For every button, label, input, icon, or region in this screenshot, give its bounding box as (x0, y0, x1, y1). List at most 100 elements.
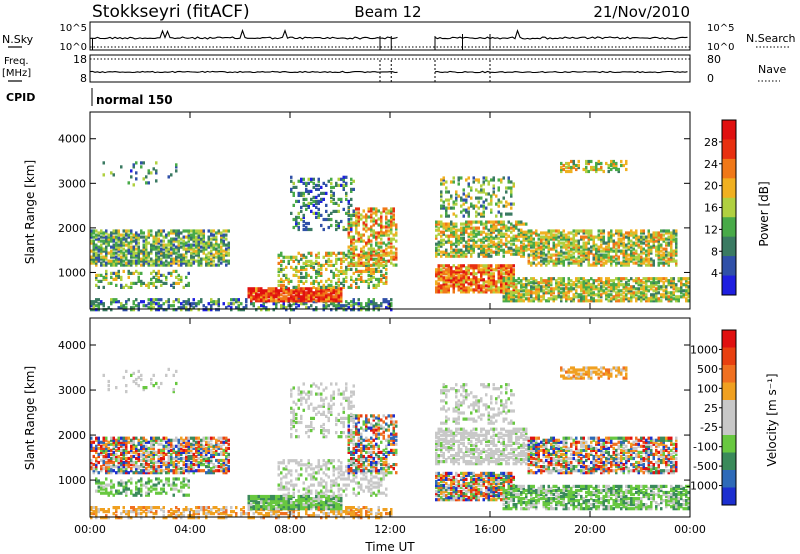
power-cell (597, 237, 600, 241)
power-cell (345, 269, 348, 273)
power-cell (445, 264, 448, 268)
power-cell (330, 283, 333, 287)
power-cell (650, 247, 653, 251)
power-cell (322, 285, 325, 289)
velocity-cell (152, 467, 155, 471)
power-cell (515, 299, 518, 303)
velocity-cell (120, 452, 123, 456)
noise-tick-right-bottom: 10^0 (707, 42, 734, 53)
power-cell (165, 255, 168, 259)
power-cell (97, 304, 100, 308)
power-cell (630, 277, 633, 281)
power-cell (352, 255, 355, 259)
power-cell (317, 187, 320, 191)
power-cell (467, 176, 470, 180)
velocity-cell (90, 460, 93, 465)
power-cell (275, 289, 278, 293)
power-cell (95, 247, 98, 251)
power-cell (175, 308, 178, 312)
power-cell (370, 247, 373, 251)
power-cell (175, 237, 178, 241)
power-cell (520, 285, 523, 289)
power-cell (640, 239, 643, 243)
power-cell (475, 286, 478, 290)
velocity-cell (147, 469, 150, 473)
power-cell (335, 223, 338, 228)
power-cell (155, 169, 158, 173)
power-cell (370, 243, 373, 247)
power-cell (92, 231, 95, 235)
power-cell (90, 308, 93, 312)
power-cell (245, 300, 248, 304)
power-cell (162, 253, 165, 257)
power-cell (130, 271, 133, 275)
power-cell (680, 285, 683, 289)
power-cell (640, 237, 643, 241)
power-cell (610, 239, 613, 243)
power-cell (647, 279, 650, 283)
power-cell (215, 243, 218, 247)
power-cell (667, 229, 670, 233)
power-cell (182, 306, 185, 310)
power-cell (392, 237, 395, 241)
power-cell (197, 245, 200, 249)
power-cell (442, 206, 445, 210)
power-cell (277, 295, 280, 299)
power-cell (590, 159, 593, 164)
power-cell (437, 272, 440, 276)
power-cell (487, 268, 490, 272)
power-cell (345, 308, 348, 312)
power-cell (480, 276, 483, 280)
power-cell (260, 289, 263, 293)
power-cell (495, 252, 498, 256)
power-cell (335, 281, 338, 285)
power-cell (157, 251, 160, 255)
power-cell (625, 283, 628, 287)
power-cell (672, 253, 675, 257)
power-cell (462, 226, 465, 230)
power-cell (395, 255, 398, 259)
power-cell (680, 279, 683, 283)
power-cell (485, 232, 488, 236)
power-cell (570, 159, 573, 164)
power-cell (617, 239, 620, 243)
power-cell (525, 277, 528, 281)
power-cell (657, 243, 660, 247)
power-cell (497, 246, 500, 250)
power-cell (630, 257, 633, 261)
power-cell (590, 291, 593, 295)
power-cell (507, 279, 510, 283)
power-cell (615, 161, 618, 166)
power-cell (212, 243, 215, 247)
noise-series-line (434, 29, 688, 40)
power-cell (480, 248, 483, 252)
velocity-cell (95, 465, 98, 469)
power-cell (230, 302, 233, 306)
power-cell (545, 235, 548, 239)
power-cell (100, 245, 103, 249)
power-cell (365, 219, 368, 223)
power-cell (202, 249, 205, 253)
power-cell (142, 243, 145, 247)
power-cell (370, 257, 373, 261)
power-cell (575, 229, 578, 233)
power-cell (572, 281, 575, 285)
power-cell (180, 261, 183, 265)
power-cell (135, 253, 138, 257)
power-cell (395, 227, 398, 231)
power-cell (562, 255, 565, 259)
power-cell (337, 295, 340, 299)
power-cell (317, 283, 320, 287)
power-cell (685, 281, 688, 285)
velocity-cell (92, 469, 95, 473)
power-cell (477, 290, 480, 294)
power-cell (175, 165, 178, 169)
power-cell (517, 246, 520, 250)
power-cell (467, 238, 470, 242)
power-cell (185, 247, 188, 251)
power-colorbar-tick: 4 (711, 267, 718, 280)
power-cell (477, 286, 480, 290)
power-cell (257, 289, 260, 293)
power-cell (117, 273, 120, 277)
power-cell (450, 244, 453, 248)
